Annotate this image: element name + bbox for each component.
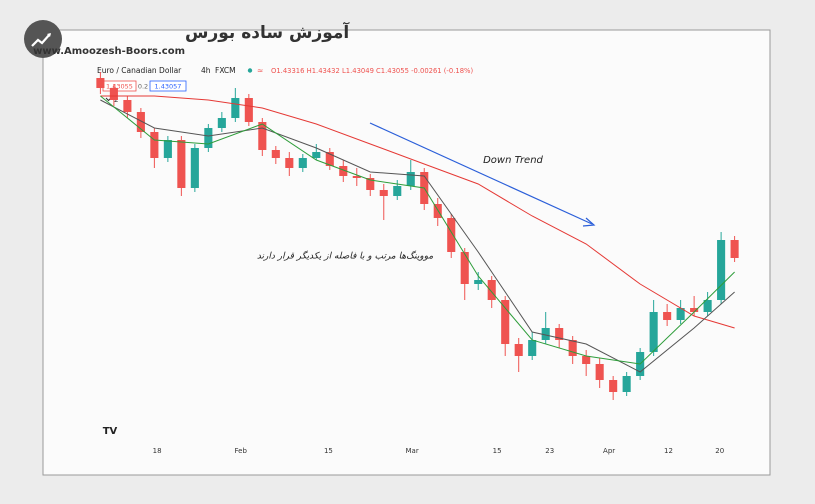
x-tick-label: 12 [664,447,673,455]
candle-body [231,98,240,118]
x-tick-label: 15 [493,447,502,455]
candle-body [244,98,253,122]
candle-body [123,100,132,112]
candle-body [406,172,415,186]
candle-body [501,300,510,344]
candle-body [541,328,550,340]
candle-body [568,340,577,356]
x-tick-label: 20 [715,447,724,455]
logo-url: www.Amoozesh-Boors.com [33,46,185,57]
candle-body [366,178,375,190]
candle-body [150,132,159,158]
candle-body [690,308,699,312]
candle-body [622,376,631,392]
candle-body [271,150,280,158]
moving-average [100,99,735,373]
candle-body [285,158,294,168]
symbol-title: Euro / Canadian Dollar [97,66,182,75]
logo-glyph [31,33,51,47]
candle-body [447,218,456,252]
candle-body [514,344,523,356]
candle-body [528,340,537,356]
logo-icon [24,20,62,58]
candle-body [717,240,726,300]
x-tick-label: 18 [153,447,162,455]
candle-body [393,186,402,196]
candle-body [555,328,564,340]
x-tick-label: 15 [324,447,333,455]
candle-body [703,300,712,312]
ask-price: 1.43057 [155,83,182,91]
trend-label: Down Trend [483,155,543,166]
candle-body [312,152,321,158]
candle-body [352,176,361,178]
spread: 0.2 [138,83,148,91]
status-icon: ≈ [257,66,263,75]
candle-body [177,140,186,188]
tv-logo: TV [103,426,118,437]
candle-body [663,312,672,320]
candle-body [190,148,199,188]
status-dot [247,68,253,73]
moving-average [100,95,735,329]
ohlc-readout: O1.43316 H1.43432 L1.43049 C1.43055 -0.0… [271,67,473,75]
candle-body [582,356,591,364]
interval: 4h [201,66,211,75]
candle-body [258,122,267,150]
x-tick-label: Feb [235,447,248,455]
candle-body [474,280,483,284]
candle-body [96,78,105,88]
ma-note: مووینگ‌ها مرتب و با فاصله از یکدیگر قرار… [257,250,434,262]
candle-body [379,190,388,196]
candle-body [204,128,213,148]
trend-arrow [369,122,593,225]
source: FXCM [215,66,236,75]
moving-average [100,95,735,365]
ask-box [149,80,187,92]
trend-arrow-head [582,217,596,227]
x-tick-label: Apr [603,447,615,455]
logo-name: آموزش ساده بورس [185,21,350,43]
candle-body [109,88,118,100]
x-tick-label: 23 [545,447,554,455]
candle-body [217,118,226,128]
x-tick-label: Mar [405,447,418,455]
chart-frame [42,29,771,476]
bid-price: 1.43055 [106,83,133,91]
candle-body [339,166,348,176]
candle-body [298,158,307,168]
candle-body [460,252,469,284]
candle-body [595,364,604,380]
candle-body [676,308,685,320]
candle-body [163,140,172,158]
plot-area: 18 Feb 15 Mar 15 23 Apr 12 20 [96,72,739,455]
candle-body [730,240,739,258]
candle-body [649,312,658,352]
candle-body [487,280,496,300]
logo-glyph-tip [47,33,51,37]
candle-body [136,112,145,132]
candle-body [609,380,618,392]
candle-body [325,152,334,166]
